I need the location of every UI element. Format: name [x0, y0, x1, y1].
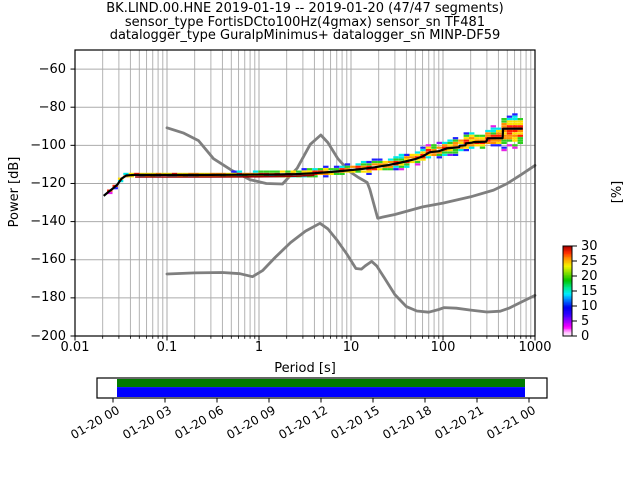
- y-axis-label: Power [dB]: [7, 156, 22, 228]
- colorbar-unit-label: [%]: [610, 180, 625, 204]
- y-tick--140: −140: [30, 214, 66, 230]
- x-tick-1000: 1000: [518, 340, 552, 355]
- colorbar-tick-15: 15: [581, 283, 598, 299]
- y-tick--120: −120: [30, 175, 66, 191]
- x-tick-0.01: 0.01: [60, 340, 90, 355]
- y-tick--100: −100: [30, 137, 66, 153]
- x-tick-100: 100: [430, 340, 456, 355]
- x-axis-label: Period [s]: [274, 361, 336, 376]
- plot-title-block: BK.LIND.00.HNE 2019-01-19 -- 2019-01-20 …: [75, 2, 535, 43]
- colorbar-tick-5: 5: [581, 313, 590, 329]
- colorbar-tick-10: 10: [581, 298, 598, 314]
- psd-mode-line: [102, 127, 523, 197]
- colorbar-tick-25: 25: [581, 253, 598, 269]
- y-tick--200: −200: [30, 328, 66, 344]
- y-tick--180: −180: [30, 290, 66, 306]
- timeline-coverage-blue: [117, 387, 525, 397]
- x-tick-1: 1: [254, 340, 264, 355]
- y-tick--160: −160: [30, 252, 66, 268]
- y-tick--80: −80: [38, 99, 66, 115]
- plot-title-line2: sensor_type FortisDCto100Hz(4gmax) senso…: [124, 14, 486, 30]
- colorbar-tick-20: 20: [581, 268, 598, 284]
- y-tick--60: −60: [38, 61, 66, 77]
- colorbar-tick-0: 0: [581, 328, 590, 344]
- x-tick-10: 10: [342, 340, 360, 355]
- plot-title-line1: BK.LIND.00.HNE 2019-01-19 -- 2019-01-20 …: [106, 1, 504, 16]
- timeline-coverage-green: [117, 379, 525, 388]
- plot-title-line3: datalogger_type GuralpMinimus+ datalogge…: [109, 28, 501, 44]
- colorbar-tick-30: 30: [581, 238, 598, 254]
- psd-underline: [135, 174, 315, 178]
- x-tick-0.1: 0.1: [156, 340, 178, 355]
- noise-model-low-NLNM: [165, 221, 537, 314]
